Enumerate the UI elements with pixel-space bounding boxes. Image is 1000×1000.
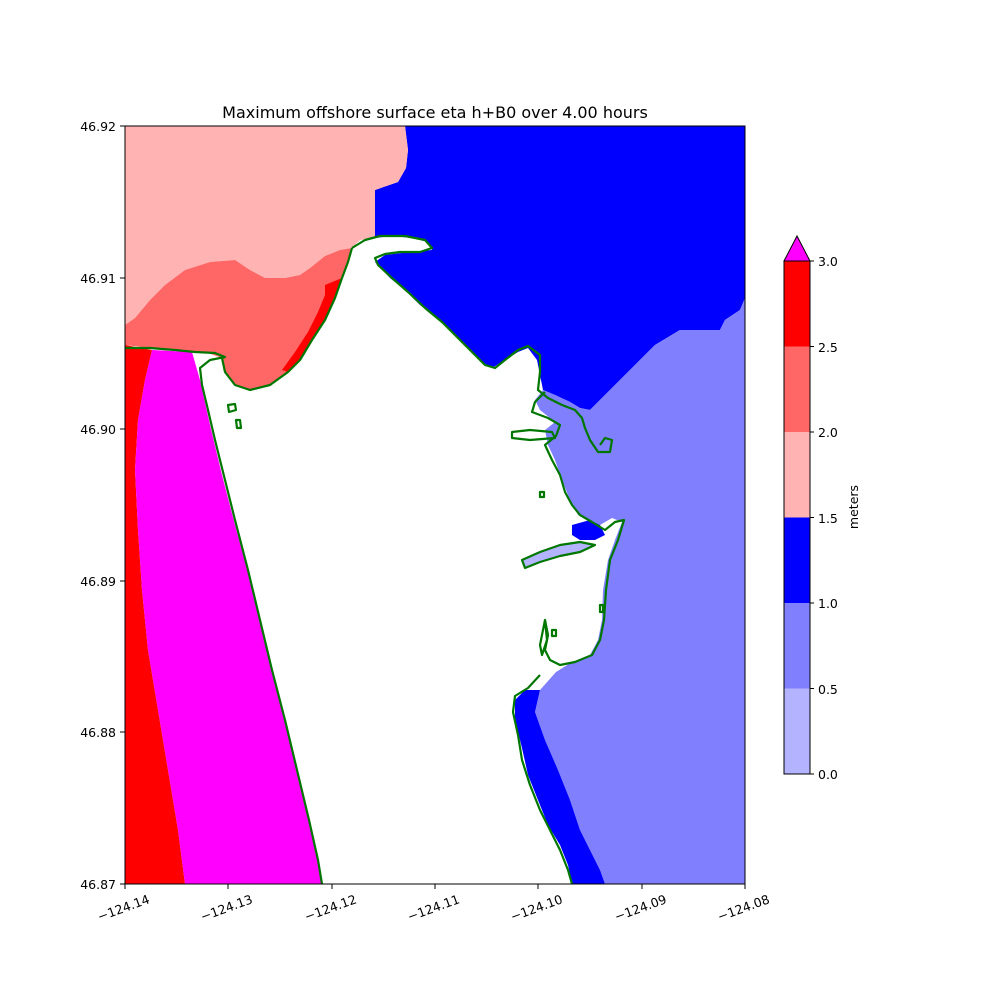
zone-magenta-west — [135, 350, 322, 884]
zone-pink-nw — [125, 126, 408, 325]
x-axis — [124, 884, 746, 889]
y-tick-label: 46.88 — [80, 725, 116, 740]
x-tick-label: −124.11 — [405, 891, 461, 924]
colorbar-tick-label: 1.0 — [818, 596, 838, 611]
zone-periwinkle-se — [535, 298, 745, 884]
zone-red-west — [125, 345, 185, 884]
colorbar-tick-label: 2.5 — [818, 340, 838, 355]
x-tick-label: −124.10 — [508, 891, 564, 924]
colorbar-bin — [784, 346, 810, 432]
zone-blue-ne — [375, 126, 745, 410]
colorbar-tick-label: 2.0 — [818, 425, 838, 440]
y-tick-label: 46.90 — [80, 422, 116, 437]
y-tick-label: 46.92 — [80, 119, 116, 134]
colorbar-bin — [784, 432, 810, 518]
colorbar — [783, 234, 814, 775]
colorbar-tick-label: 0.5 — [818, 682, 838, 697]
colorbar-bin — [784, 517, 810, 603]
x-tick-label: −124.12 — [302, 891, 358, 924]
colorbar-bin — [784, 261, 810, 347]
colorbar-bin — [784, 603, 810, 689]
x-tick-label: −124.08 — [715, 891, 771, 924]
colorbar-bin — [784, 688, 810, 774]
colorbar-tick-label: 3.0 — [818, 254, 838, 269]
y-axis — [120, 125, 125, 885]
colorbar-label: meters — [846, 485, 861, 529]
x-tick-label: −124.09 — [612, 891, 668, 924]
zone-blue-se — [515, 690, 605, 884]
y-tick-label: 46.89 — [80, 574, 116, 589]
colorbar-tick-label: 1.5 — [818, 511, 838, 526]
plot-title: Maximum offshore surface eta h+B0 over 4… — [222, 103, 648, 122]
x-tick-label: −124.13 — [198, 891, 254, 924]
shoreline — [125, 234, 626, 884]
y-tick-label: 46.87 — [80, 877, 116, 892]
colorbar-tick-label: 0.0 — [818, 767, 838, 782]
x-tick-label: −124.14 — [95, 891, 151, 924]
y-tick-label: 46.91 — [80, 271, 116, 286]
colorbar-extend-triangle — [783, 234, 811, 262]
map-area — [125, 126, 745, 884]
zone-red-headland — [282, 278, 342, 372]
